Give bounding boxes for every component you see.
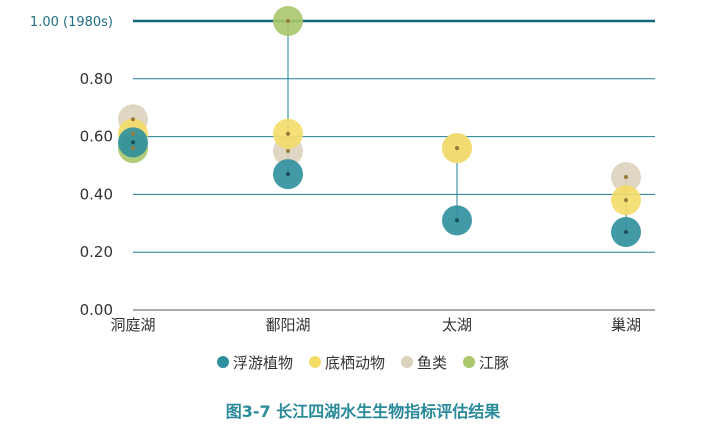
- marker-center-dot: [286, 172, 290, 177]
- marker-layer: [118, 6, 641, 247]
- chart-area: 0.00 0.20 0.40 0.60 0.80 1.00 (1980s) 洞庭湖 鄱阳湖 太湖…: [30, 6, 655, 334]
- legend-item-benthos: 底栖动物: [308, 352, 385, 373]
- legend-item-plankton: 浮游植物: [216, 352, 293, 373]
- legend-item-porpoise: 江豚: [463, 352, 509, 373]
- legend-dot-plankton: [216, 356, 229, 368]
- reference-line-label: 1.00 (1980s): [30, 15, 113, 30]
- legend-label-fish: 鱼类: [417, 353, 448, 372]
- y-tick-label: 0.20: [80, 243, 113, 261]
- legend-item-fish: 鱼类: [401, 352, 447, 373]
- legend: 浮游植物 底栖动物 鱼类 江豚: [0, 350, 726, 374]
- marker-center-dot: [455, 146, 459, 151]
- marker-center-dot: [286, 149, 290, 154]
- marker-center-dot: [286, 131, 290, 136]
- marker-center-dot: [131, 131, 135, 136]
- marker-center-dot: [131, 117, 135, 122]
- y-tick-label: 0.80: [80, 70, 113, 88]
- legend-dot-fish: [401, 356, 413, 368]
- legend-label-porpoise: 江豚: [479, 353, 510, 372]
- marker-center-dot: [624, 229, 628, 234]
- x-tick-label: 洞庭湖: [110, 316, 155, 334]
- marker-center-dot: [286, 19, 290, 23]
- marker-center-dot: [131, 140, 135, 145]
- legend-label-benthos: 底栖动物: [324, 353, 385, 372]
- marker-center-dot: [624, 198, 628, 203]
- y-tick-label: 0.60: [80, 128, 113, 146]
- label-layer: 0.00 0.20 0.40 0.60 0.80 1.00 (1980s) 洞庭湖 鄱阳湖 太湖…: [30, 15, 641, 334]
- y-tick-label: 0.00: [80, 301, 113, 319]
- stem-layer: [132, 21, 627, 232]
- figure-caption: 图3-7 长江四湖水生生物指标评估结果: [225, 402, 501, 421]
- x-tick-label: 太湖: [442, 316, 472, 334]
- grid-layer: [133, 19, 655, 311]
- y-tick-label: 0.40: [80, 185, 113, 203]
- legend-dot-porpoise: [463, 356, 476, 368]
- legend-label-plankton: 浮游植物: [232, 353, 293, 372]
- x-tick-label: 鄱阳湖: [265, 316, 310, 334]
- legend-dot-benthos: [308, 356, 321, 368]
- marker-center-dot: [624, 175, 628, 180]
- marker-center-dot: [131, 146, 135, 151]
- x-tick-label: 巢湖: [611, 316, 641, 334]
- marker-center-dot: [455, 218, 459, 223]
